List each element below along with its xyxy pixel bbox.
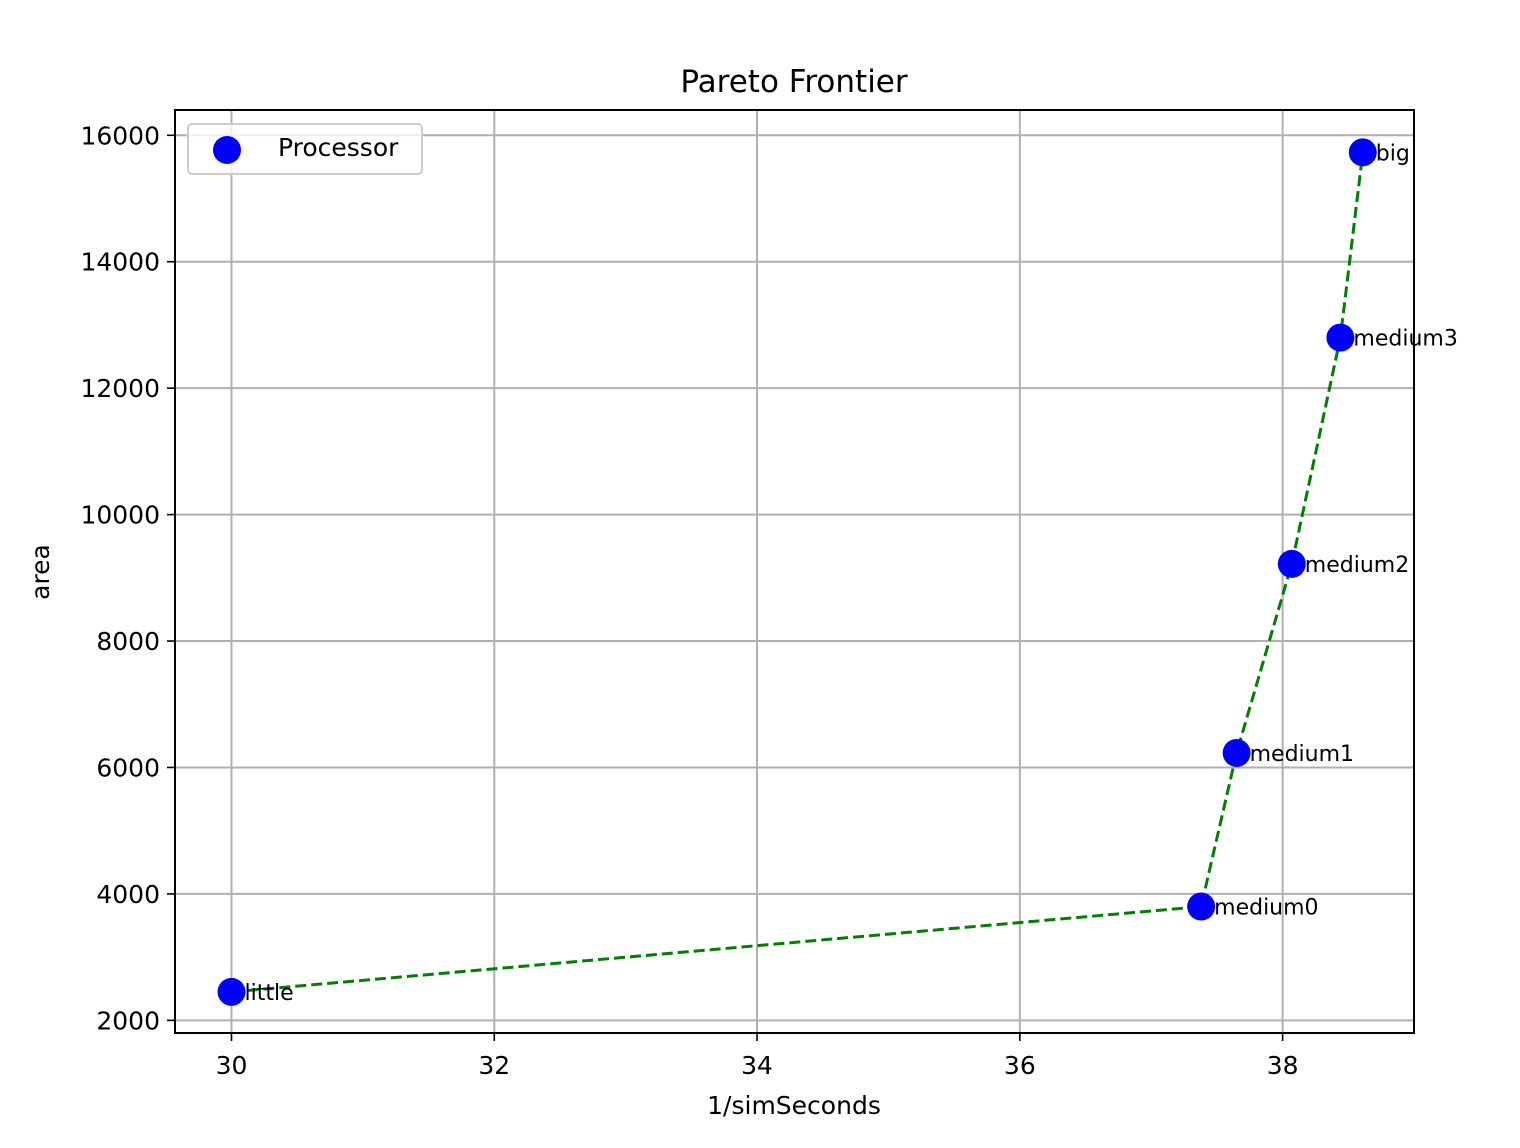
- x-tick-label: 34: [741, 1051, 773, 1080]
- point-label-medium1: medium1: [1250, 742, 1354, 767]
- ticks-layer: 30 32 34 36 38 2000 4000 6000 8000 10000 12000 1400…: [80, 121, 1298, 1080]
- data-point-little: [217, 977, 246, 1006]
- y-tick-label: 14000: [80, 248, 160, 277]
- point-label-little: little: [244, 981, 293, 1006]
- plot-frame: [174, 109, 1415, 1034]
- legend-marker: [213, 136, 241, 164]
- data-point-medium2: [1277, 549, 1306, 578]
- x-tick-label: 32: [478, 1051, 510, 1080]
- chart-title: Pareto Frontier: [680, 64, 908, 100]
- y-tick-label: 10000: [80, 501, 160, 530]
- x-axis-label: 1/simSeconds: [707, 1091, 881, 1120]
- data-point-medium0: [1187, 892, 1216, 921]
- y-tick-label: 4000: [96, 880, 160, 909]
- legend-label: Processor: [278, 133, 399, 162]
- x-tick-label: 38: [1267, 1051, 1299, 1080]
- y-tick-label: 12000: [80, 374, 160, 403]
- legend: Processor: [187, 123, 423, 175]
- x-tick-label: 36: [1004, 1051, 1036, 1080]
- x-tick-label: 30: [216, 1051, 248, 1080]
- y-tick-label: 8000: [96, 627, 160, 656]
- data-point-medium1: [1222, 738, 1251, 767]
- grid-layer: [175, 110, 1414, 1033]
- pareto-frontier-line: [231, 152, 1365, 994]
- y-axis-label: area: [26, 544, 55, 600]
- legend-box: [187, 123, 423, 175]
- y-tick-label: 6000: [96, 753, 160, 782]
- point-label-medium0: medium0: [1214, 896, 1318, 921]
- data-point-medium3: [1326, 323, 1355, 352]
- frontier-layer: [231, 152, 1365, 994]
- point-label-medium2: medium2: [1305, 553, 1409, 578]
- data-point-big: [1348, 138, 1377, 167]
- point-label-big: big: [1376, 141, 1410, 166]
- points-layer: [217, 138, 1377, 1006]
- point-labels-layer: little medium0 medium1 medium2 medium3 big: [244, 141, 1457, 1006]
- point-label-medium3: medium3: [1353, 327, 1457, 352]
- y-tick-label: 16000: [80, 121, 160, 150]
- y-tick-label: 2000: [96, 1006, 160, 1035]
